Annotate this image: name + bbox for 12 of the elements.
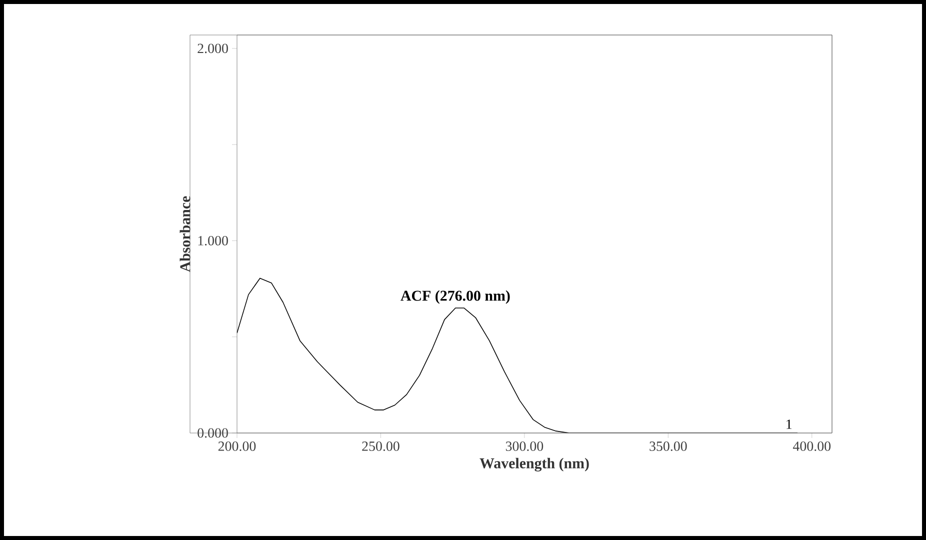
- annotation: 1: [786, 420, 792, 429]
- x-tick-label: 300.00: [506, 442, 544, 451]
- x-axis-title: Wavelength (nm): [480, 458, 589, 472]
- x-tick-label: 200.00: [218, 442, 256, 451]
- x-tick-label: 400.00: [792, 442, 831, 451]
- y-tick-label: 2.000: [198, 44, 228, 54]
- y-tick-label: 0.000: [198, 428, 228, 438]
- y-tick-label: 1.000: [198, 236, 228, 246]
- annotation: ACF (276.00 nm): [400, 290, 510, 304]
- y-axis-title: Absorbance: [180, 196, 190, 272]
- x-tick-label: 350.00: [650, 442, 687, 451]
- x-tick-label: 250.00: [362, 442, 400, 451]
